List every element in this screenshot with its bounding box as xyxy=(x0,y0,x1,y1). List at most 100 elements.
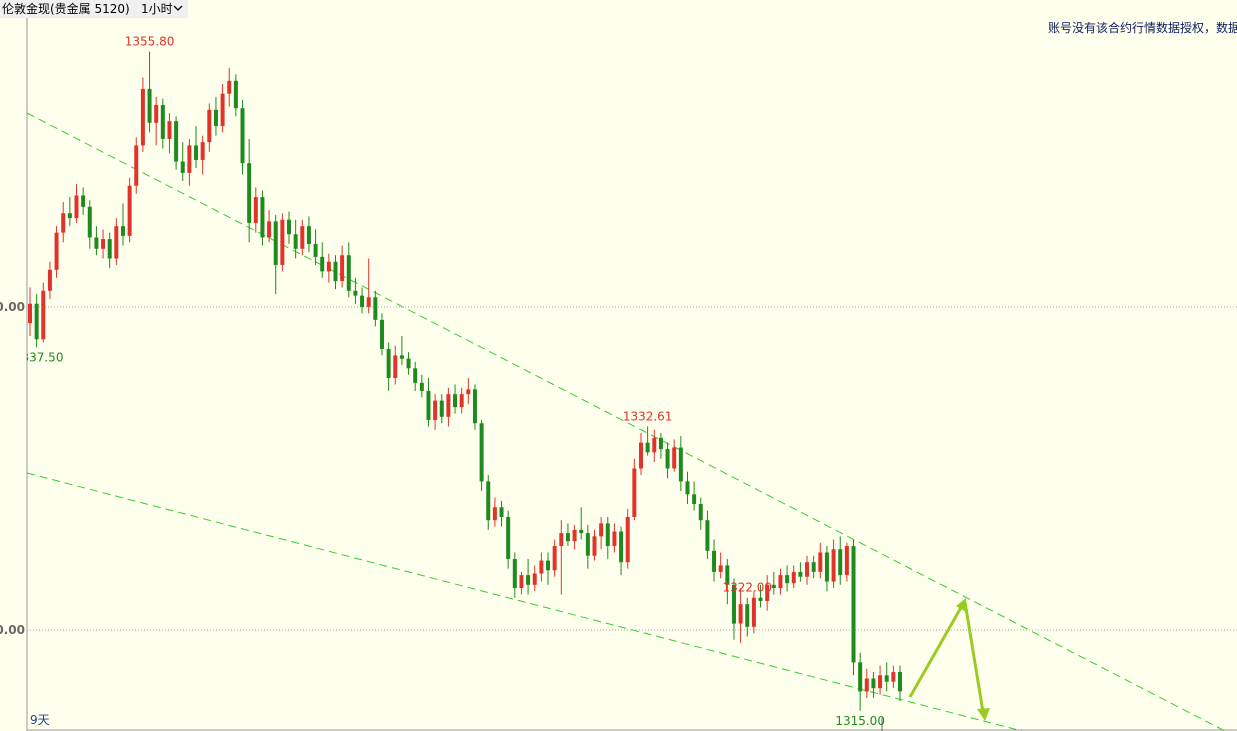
candle-body xyxy=(506,516,511,559)
candle-body xyxy=(658,437,663,450)
price-annotation: 1332.61 xyxy=(623,409,673,423)
candle-body xyxy=(499,507,504,517)
candle-body xyxy=(532,573,537,585)
dropdown-chevron[interactable] xyxy=(173,5,183,11)
candle-body xyxy=(645,442,650,453)
period-selector[interactable]: 1小时 xyxy=(141,2,173,16)
candle-body xyxy=(127,185,132,236)
candle-body xyxy=(61,213,66,233)
candle-body xyxy=(851,546,856,663)
candle-body xyxy=(107,239,112,259)
candle-body xyxy=(426,390,431,421)
candle-body xyxy=(147,88,152,123)
candle-body xyxy=(519,575,524,589)
candle-body xyxy=(738,604,743,624)
candle-body xyxy=(273,221,278,265)
candle-body xyxy=(692,494,697,505)
candle-body xyxy=(247,163,252,223)
candle-body xyxy=(778,575,783,589)
candle-body xyxy=(758,597,763,601)
candle-body xyxy=(572,529,577,542)
candle-body xyxy=(592,536,597,556)
candle-body xyxy=(625,516,630,563)
candle-body xyxy=(884,675,889,682)
candle-body xyxy=(751,597,756,627)
price-annotation: 1355.80 xyxy=(125,35,175,49)
candle-body xyxy=(824,552,829,582)
candle-body xyxy=(831,549,836,582)
candle-body xyxy=(479,423,484,482)
forecast-arrow xyxy=(908,603,965,698)
forecast-arrow xyxy=(963,601,985,713)
candle-body xyxy=(41,290,46,340)
candle-body xyxy=(785,575,790,584)
candle-body xyxy=(652,437,657,453)
candle-body xyxy=(287,219,292,235)
candle-body xyxy=(54,232,59,270)
candle-body xyxy=(864,678,869,692)
candle-body xyxy=(765,584,770,601)
candle-body xyxy=(472,389,477,424)
candle-body xyxy=(685,481,690,495)
candle-body xyxy=(745,604,750,627)
candle-body xyxy=(366,297,371,307)
candle-body xyxy=(798,571,803,577)
trend-line xyxy=(27,112,1226,731)
candle-body xyxy=(486,481,491,521)
candle-body xyxy=(811,562,816,572)
candle-body xyxy=(306,226,311,244)
candle-body xyxy=(731,584,736,624)
candle-body xyxy=(180,161,185,173)
candle-body xyxy=(240,108,245,164)
candle-body xyxy=(459,394,464,408)
candle-body xyxy=(805,562,810,577)
toolbar xyxy=(0,0,188,18)
candle-body xyxy=(300,226,305,249)
price-annotation: 1315.00 xyxy=(835,714,885,728)
candle-body xyxy=(612,531,617,547)
candle-body xyxy=(619,531,624,563)
candle-body xyxy=(771,584,776,589)
candle-body xyxy=(167,121,172,139)
candle-body xyxy=(698,504,703,521)
candle-body xyxy=(818,552,823,572)
candle-body xyxy=(871,678,876,689)
candle-body xyxy=(360,295,365,307)
candle-body xyxy=(267,221,272,238)
candle-body xyxy=(373,297,378,320)
candle-body xyxy=(154,105,159,123)
candle-body xyxy=(638,442,643,469)
candle-body xyxy=(791,571,796,584)
candle-body xyxy=(406,358,411,369)
candle-body xyxy=(712,550,717,572)
candle-body xyxy=(466,389,471,395)
candle-body xyxy=(433,400,438,421)
candle-body xyxy=(512,558,517,589)
candle-body xyxy=(492,507,497,521)
candle-body xyxy=(665,449,670,469)
plot-area: 1355.80 1337.50 1332.61 1322.00 1315.00 xyxy=(27,35,1237,731)
instrument-name[interactable]: 伦敦金现(贵金属 5120) xyxy=(2,1,130,16)
notice: 账号没有该合约行情数据授权，数据 xyxy=(1048,20,1237,35)
candle-body xyxy=(34,303,39,340)
candle-body xyxy=(579,529,584,534)
candle-body xyxy=(293,234,298,249)
candle-body xyxy=(120,226,125,236)
candle-body xyxy=(844,546,849,576)
candle-body xyxy=(353,290,358,296)
candle-body xyxy=(539,560,544,574)
candle-body xyxy=(559,533,564,547)
candle-body xyxy=(413,368,418,383)
candle-body xyxy=(552,546,557,571)
trend-line xyxy=(27,472,1023,731)
candle-body xyxy=(280,219,285,265)
candle-body xyxy=(386,348,391,379)
candle-body xyxy=(200,142,205,160)
candle-body xyxy=(891,672,896,682)
candle-body xyxy=(340,255,345,282)
candle-body xyxy=(320,256,325,272)
arrow-head xyxy=(977,708,990,721)
candle-body xyxy=(187,145,192,173)
